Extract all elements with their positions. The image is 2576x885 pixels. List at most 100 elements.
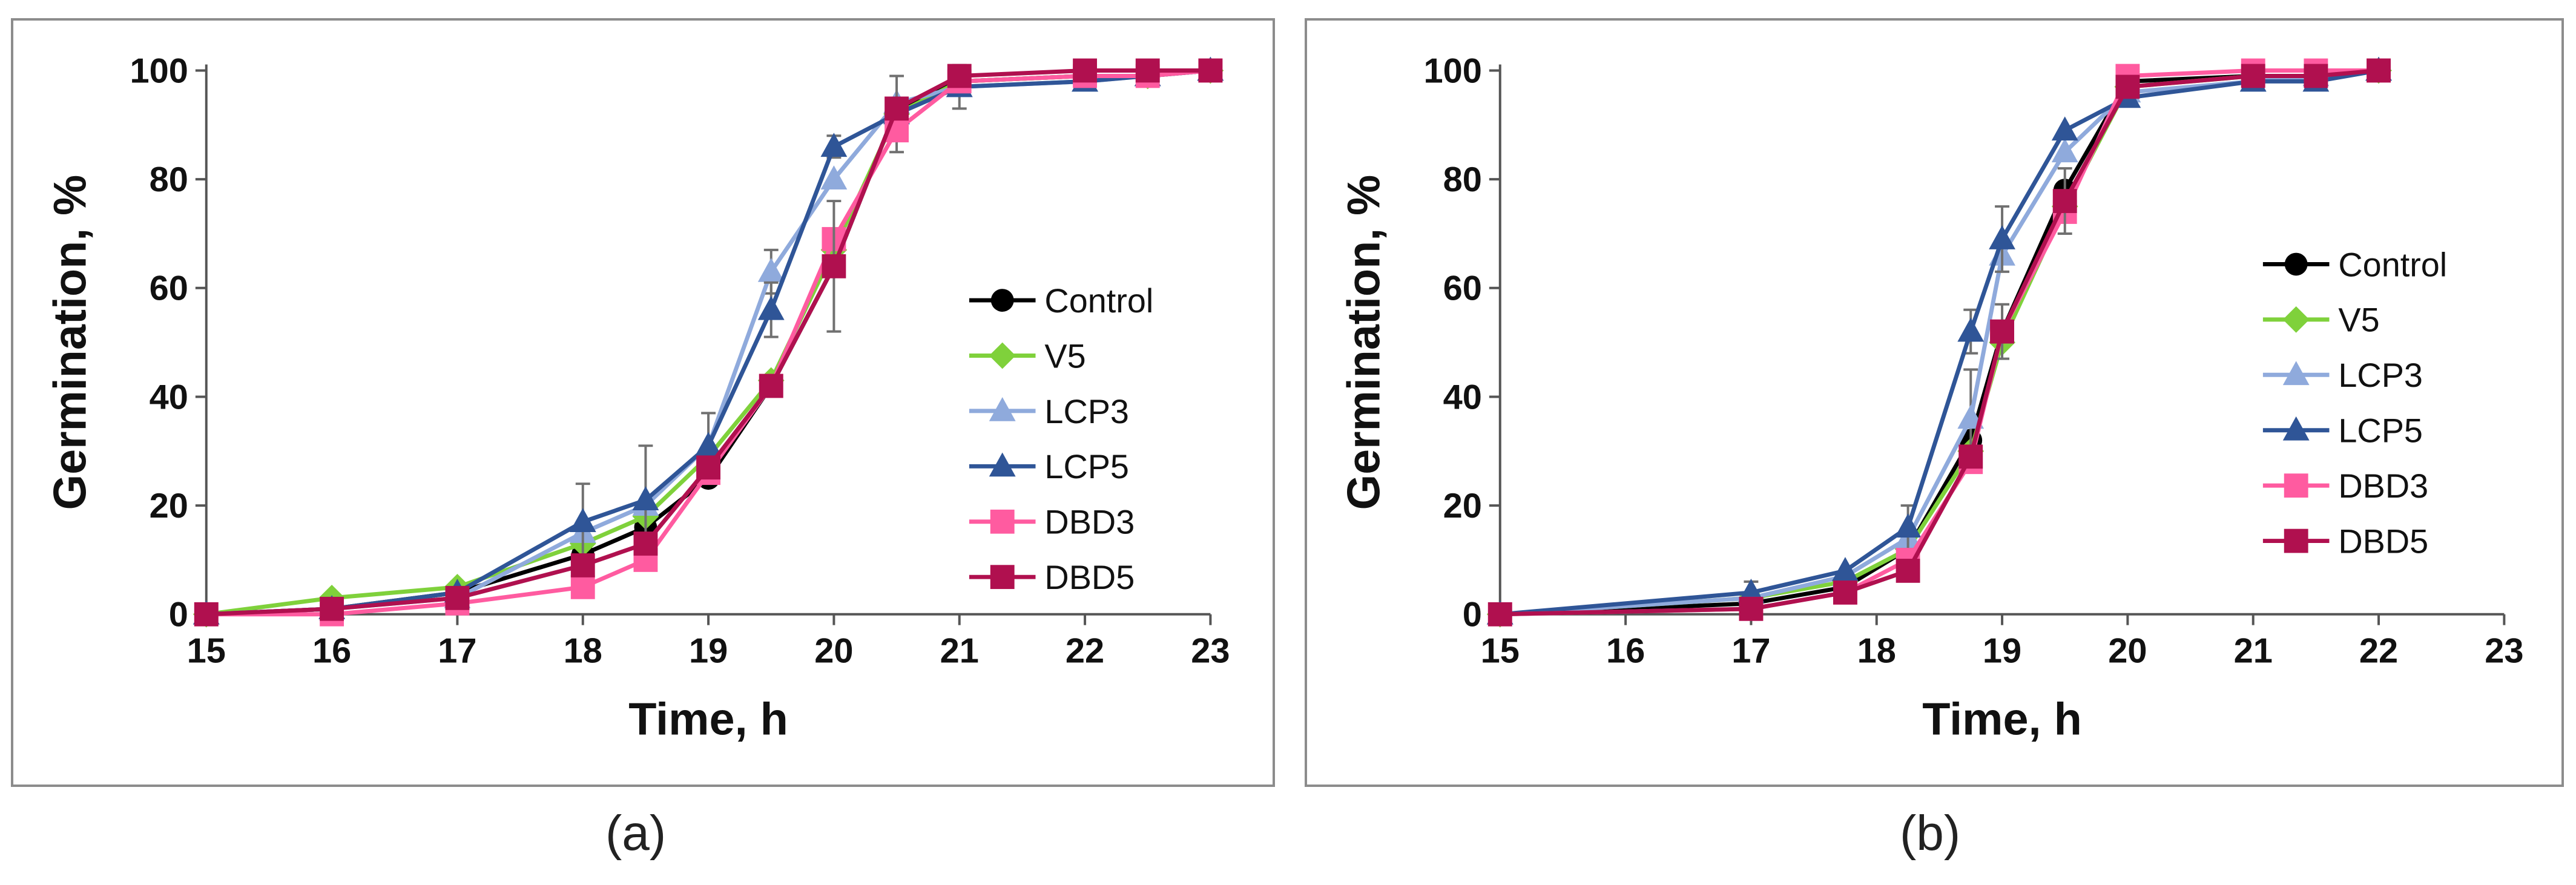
chart-b-legend-item-dbd5: DBD5 <box>2262 522 2428 560</box>
chart-a-legend-label-dbd3: DBD3 <box>1044 504 1135 541</box>
chart-b-legend-label-control: Control <box>2338 246 2447 283</box>
chart-b-legend-item-v5: V5 <box>2262 301 2380 339</box>
chart-a-legend-marker-control <box>990 289 1014 312</box>
chart-a-point-dbd5 <box>759 373 783 398</box>
chart-b-point-dbd5 <box>1833 580 1857 605</box>
chart-b-x-tick-label: 16 <box>1606 631 1645 670</box>
chart-b-point-dbd5 <box>2367 58 2391 83</box>
chart-b-point-lcp5 <box>1738 578 1765 603</box>
chart-b-point-dbd5 <box>1958 444 1983 469</box>
chart-a-x-tick-label: 22 <box>1066 631 1104 670</box>
chart-b-legend-item-dbd3: DBD3 <box>2262 467 2428 505</box>
chart-a-y-tick-label: 100 <box>130 51 188 90</box>
chart-a-series-dbd5 <box>194 58 1223 627</box>
chart-a-legend-label-v5: V5 <box>1044 337 1085 375</box>
chart-b-svg: 0 20 40 60 80 100 15 16 17 18 19 20 21 22 23 Time, h Ger… <box>1339 51 2523 745</box>
chart-a-point-lcp5 <box>820 133 848 157</box>
chart-a-point-lcp5 <box>569 508 596 532</box>
chart-b-legend-label-lcp5: LCP5 <box>2338 412 2423 450</box>
chart-a-legend-marker-v5 <box>989 342 1016 369</box>
chart-a-point-lcp5 <box>695 432 722 456</box>
chart-a-legend-marker-lcp3 <box>989 397 1016 421</box>
chart-b-line-control <box>1500 68 2379 617</box>
chart-b-legend-label-dbd5: DBD5 <box>2338 522 2428 560</box>
chart-b-x-tick-label: 20 <box>2108 631 2147 670</box>
chart-b-x-axis-title: Time, h <box>1922 694 2082 745</box>
chart-b-x-tick-label: 15 <box>1481 631 1520 670</box>
chart-b-legend-marker-dbd3 <box>2284 473 2308 498</box>
chart-a-legend-item-v5: V5 <box>969 337 1086 375</box>
panel-label-a: (a) <box>605 806 667 861</box>
chart-b-legend-marker-dbd5 <box>2284 528 2308 553</box>
chart-b-legend-marker-control <box>2284 252 2308 276</box>
chart-a-point-dbd5 <box>822 254 846 278</box>
chart-b-series-lcp3 <box>1486 56 2392 625</box>
chart-a-y-tick-label: 60 <box>150 269 188 308</box>
chart-b-point-lcp5 <box>1894 513 1922 538</box>
chart-b-x-tick-label: 22 <box>2359 631 2398 670</box>
chart-a-point-dbd5 <box>947 64 972 88</box>
chart-b-point-dbd5 <box>2052 189 2077 213</box>
chart-b-series-lcp5 <box>1486 56 2392 625</box>
chart-a-x-tick-label: 19 <box>689 631 728 670</box>
chart-b-point-dbd5 <box>2241 64 2265 88</box>
chart-a-legend-marker-lcp5 <box>989 452 1016 477</box>
panel-label-b: (b) <box>1900 806 1961 861</box>
chart-b-y-tick-label: 40 <box>1443 378 1482 416</box>
chart-b-legend-item-lcp3: LCP3 <box>2262 357 2423 394</box>
chart-a-point-lcp5 <box>757 295 785 320</box>
chart-a-x-tick-label: 21 <box>940 631 979 670</box>
chart-b-point-lcp5 <box>1989 225 2015 249</box>
chart-a-x-tick-label: 23 <box>1191 631 1230 670</box>
chart-a-y-tick-label: 80 <box>150 160 188 199</box>
chart-b-y-tick-label: 80 <box>1443 160 1482 199</box>
chart-b-x-tick-label: 19 <box>1983 631 2021 670</box>
chart-b-legend-marker-v5 <box>2282 306 2310 333</box>
chart-a-point-lcp5 <box>632 486 659 511</box>
chart-b-point-dbd5 <box>1487 602 1512 627</box>
chart-a-point-dbd5 <box>570 553 595 577</box>
chart-b-series-control <box>1488 59 2390 626</box>
chart-a-legend-item-lcp5: LCP5 <box>969 448 1129 485</box>
chart-b-line-dbd3 <box>1500 68 2379 617</box>
chart-b-point-dbd5 <box>1990 319 2014 344</box>
chart-a-x-tick-label: 16 <box>312 631 351 670</box>
chart-a-x-axis-title: Time, h <box>628 694 788 745</box>
chart-a-y-tick-label: 0 <box>169 596 188 634</box>
chart-b-series-dbd5 <box>1487 58 2391 627</box>
chart-b-line-lcp5 <box>1500 68 2379 617</box>
chart-a-svg: 0 20 40 60 80 100 15 16 17 18 19 20 21 22 23 Time, h Ger… <box>45 51 1230 745</box>
chart-a-legend-marker-dbd3 <box>990 509 1015 534</box>
chart-b-point-dbd5 <box>1739 596 1764 621</box>
chart-a-point-dbd5 <box>320 596 344 621</box>
chart-a-point-dbd5 <box>445 585 470 610</box>
chart-b-legend-item-lcp5: LCP5 <box>2262 412 2423 450</box>
chart-a-legend-item-dbd5: DBD5 <box>969 559 1135 596</box>
chart-panel-a: 0 20 40 60 80 100 15 16 17 18 19 20 21 22 23 Time, h Ger… <box>11 18 1275 787</box>
chart-a-legend-label-lcp5: LCP5 <box>1044 448 1129 485</box>
chart-a-point-dbd5 <box>1198 58 1223 83</box>
chart-b-line-lcp3 <box>1500 68 2379 617</box>
chart-b-legend-marker-lcp3 <box>2282 361 2310 386</box>
chart-a-point-lcp3 <box>757 257 785 282</box>
chart-a-legend-label-lcp3: LCP3 <box>1044 393 1129 430</box>
chart-b-y-tick-label: 0 <box>1463 596 1482 634</box>
chart-a-point-dbd5 <box>696 455 721 480</box>
chart-b-point-dbd5 <box>2304 64 2328 88</box>
chart-b-line-dbd5 <box>1500 68 2379 617</box>
chart-a-point-dbd5 <box>633 531 658 556</box>
chart-a-y-tick-label: 40 <box>150 378 188 416</box>
chart-b-point-lcp5 <box>1957 317 1985 342</box>
chart-b-line-v5 <box>1500 68 2379 617</box>
chart-a-x-tick-label: 17 <box>438 631 476 670</box>
chart-b-y-tick-label: 60 <box>1443 269 1482 308</box>
chart-a-point-dbd5 <box>884 96 909 121</box>
chart-a-x-tick-label: 15 <box>187 631 226 670</box>
chart-a-point-dbd3 <box>570 574 595 599</box>
chart-b-legend-marker-lcp5 <box>2282 416 2310 441</box>
chart-b-series-v5 <box>1486 57 2392 628</box>
chart-a-y-tick-label: 20 <box>150 487 188 525</box>
chart-b-x-tick-label: 21 <box>2234 631 2273 670</box>
chart-b-point-lcp5 <box>2051 116 2078 141</box>
chart-a-legend-marker-dbd5 <box>990 565 1015 590</box>
